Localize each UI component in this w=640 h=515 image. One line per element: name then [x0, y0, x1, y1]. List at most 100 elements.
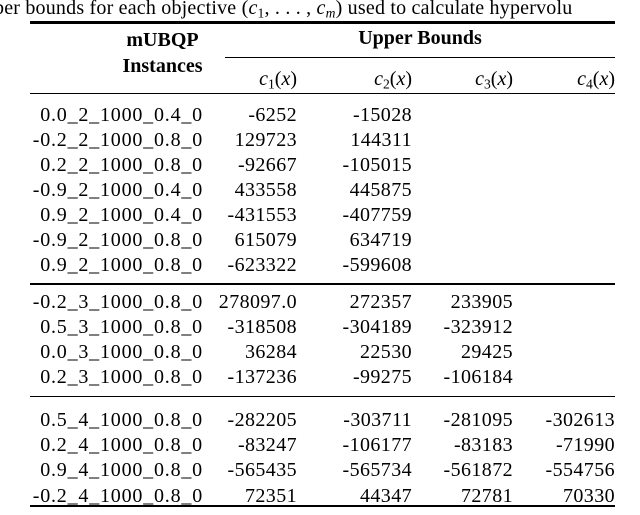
table-row: 0.5_3_1000_0.8_0 -318508 -304189 -323912	[30, 315, 615, 340]
c3-cell	[412, 153, 513, 178]
c2-cell: -105015	[342, 154, 412, 176]
c4-cell	[513, 315, 615, 340]
c1-cell: -137236	[227, 366, 297, 388]
c4-cell	[513, 103, 615, 128]
instance-cell: 0.2_4_1000_0.8_0	[40, 434, 203, 456]
table-row: 0.0_2_1000_0.4_0 -6252 -15028	[30, 103, 615, 128]
c2-cell: 272357	[349, 291, 412, 313]
instances-header-line2: Instances	[122, 55, 203, 77]
table-row: -0.9_2_1000_0.4_0 433558 445875	[30, 178, 615, 203]
table-row: -0.2_4_1000_0.8_0 72351 44347 72781 7033…	[30, 484, 615, 509]
c3-cell: -281095	[443, 409, 513, 431]
c4-cell	[513, 203, 615, 228]
c2-cell: -407759	[342, 204, 412, 226]
c2-cell: -15028	[352, 104, 412, 126]
c3-cell: 29425	[461, 341, 513, 363]
c3-cell	[412, 128, 513, 153]
c2-cell: 22530	[360, 341, 412, 363]
c3-cell	[412, 228, 513, 253]
instance-cell: 0.5_3_1000_0.8_0	[40, 316, 203, 338]
column-header-spacer	[30, 67, 203, 92]
instance-cell: 0.9_2_1000_0.4_0	[40, 204, 203, 226]
instance-cell: -0.2_2_1000_0.8_0	[32, 129, 203, 151]
c3-cell: -323912	[443, 316, 513, 338]
c1-cell: 129723	[234, 129, 297, 151]
c4-cell	[513, 365, 615, 390]
c4-cell	[513, 178, 615, 203]
c4-cell	[513, 290, 615, 315]
table-row: -0.9_2_1000_0.8_0 615079 634719	[30, 228, 615, 253]
c4-cell	[513, 153, 615, 178]
table-row: 0.9_2_1000_0.8_0 -623322 -599608	[30, 253, 615, 278]
c1-cell: -623322	[227, 254, 297, 276]
c3-cell	[412, 203, 513, 228]
c4-cell: 70330	[563, 485, 615, 507]
c1-cell: -92667	[237, 154, 297, 176]
table-row: 0.5_4_1000_0.8_0 -282205 -303711 -281095…	[30, 408, 615, 433]
c2-cell: 144311	[350, 129, 412, 151]
c1-cell: 615079	[234, 229, 297, 251]
upper-bounds-cmidrule	[225, 56, 615, 58]
c4-cell: -554756	[545, 459, 615, 481]
header-midrule	[30, 92, 615, 95]
table-row: 0.2_2_1000_0.8_0 -92667 -105015	[30, 153, 615, 178]
c1-cell: -6252	[248, 104, 297, 126]
c4-cell: -302613	[545, 409, 615, 431]
group-divider-rule	[30, 283, 615, 285]
table-row: -0.2_2_1000_0.8_0 129723 144311	[30, 128, 615, 153]
column-headers-row: c1(x) c2(x) c3(x) c4(x)	[30, 67, 615, 92]
c2-cell: -565734	[342, 459, 412, 481]
c4-cell	[513, 128, 615, 153]
c3-cell	[412, 253, 513, 278]
instance-cell: 0.0_2_1000_0.4_0	[40, 104, 203, 126]
c1-cell: -565435	[227, 459, 297, 481]
table-toprule	[30, 21, 615, 24]
c1-cell: 36284	[245, 341, 297, 363]
instance-cell: 0.2_3_1000_0.8_0	[40, 366, 203, 388]
column-group-header-upper-bounds: Upper Bounds	[358, 27, 482, 49]
table-row: 0.2_4_1000_0.8_0 -83247 -106177 -83183 -…	[30, 433, 615, 458]
instance-cell: -0.2_4_1000_0.8_0	[32, 485, 203, 507]
group-divider-rule	[30, 395, 615, 398]
c2-cell: -599608	[342, 254, 412, 276]
table-row: 0.2_3_1000_0.8_0 -137236 -99275 -106184	[30, 365, 615, 390]
table-caption: ber bounds for each objective (c1, . . .…	[0, 0, 573, 21]
c1-cell: 72351	[245, 485, 297, 507]
instance-cell: 0.9_2_1000_0.8_0	[40, 254, 203, 276]
c4-cell: -71990	[555, 434, 615, 456]
c1-cell: 278097.0	[218, 291, 297, 313]
c4-cell	[513, 340, 615, 365]
c3-cell: -561872	[443, 459, 513, 481]
column-header-c1: c1(x)	[259, 68, 297, 92]
c1-cell: -83247	[237, 434, 297, 456]
c2-cell: 44347	[360, 485, 412, 507]
c2-cell: -303711	[343, 409, 412, 431]
c2-cell: 445875	[349, 179, 412, 201]
instance-cell: 0.2_2_1000_0.8_0	[40, 154, 203, 176]
c2-cell: 634719	[349, 229, 412, 251]
c1-cell: -282205	[227, 409, 297, 431]
c3-cell: -106184	[443, 366, 513, 388]
c4-cell	[513, 253, 615, 278]
table-bottomrule	[30, 504, 615, 507]
table-row: -0.2_3_1000_0.8_0 278097.0 272357 233905	[30, 290, 615, 315]
column-header-c3: c3(x)	[475, 68, 513, 92]
c1-cell: 433558	[234, 179, 297, 201]
instance-cell: 0.0_3_1000_0.8_0	[40, 341, 203, 363]
column-header-c2: c2(x)	[374, 68, 412, 92]
column-header-c4: c4(x)	[577, 68, 615, 92]
column-header-instances: mUBQP Instances	[75, 27, 250, 79]
c2-cell: -99275	[352, 366, 412, 388]
table-row: 0.9_4_1000_0.8_0 -565435 -565734 -561872…	[30, 458, 615, 483]
instances-header-line1: mUBQP	[126, 29, 199, 51]
table-row: 0.0_3_1000_0.8_0 36284 22530 29425	[30, 340, 615, 365]
instance-cell: -0.2_3_1000_0.8_0	[32, 291, 203, 313]
c4-cell	[513, 228, 615, 253]
c3-cell: 72781	[461, 485, 513, 507]
c3-cell	[412, 178, 513, 203]
c3-cell	[412, 103, 513, 128]
instance-cell: -0.9_2_1000_0.8_0	[32, 229, 203, 251]
c2-cell: -304189	[342, 316, 412, 338]
c3-cell: -83183	[453, 434, 513, 456]
